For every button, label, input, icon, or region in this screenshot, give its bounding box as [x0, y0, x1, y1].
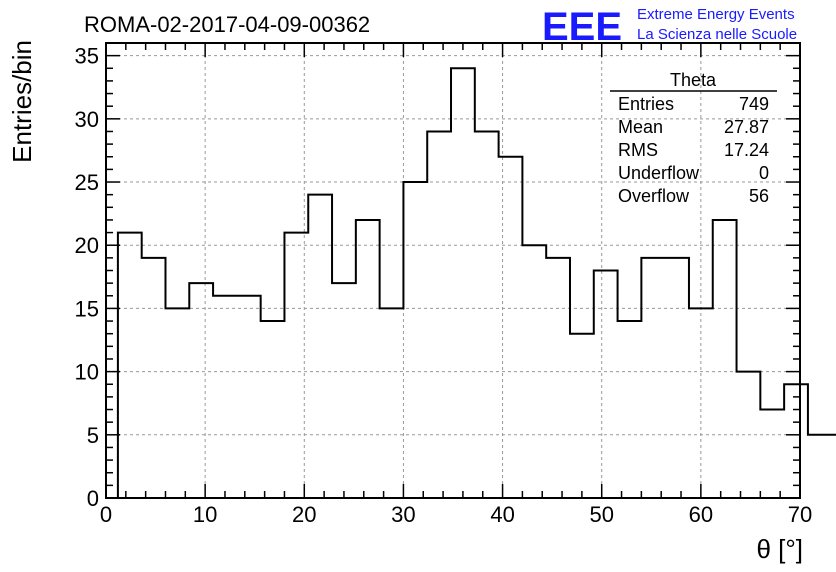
x-tick-label: 0 [100, 502, 112, 527]
logo-line-2: La Scienza nelle Scuole [637, 26, 797, 43]
histogram-bin [308, 195, 332, 498]
histogram-bin [594, 271, 618, 499]
histogram-bin [332, 283, 356, 498]
x-tick-label: 60 [689, 502, 713, 527]
logo-line-1: Extreme Energy Events [637, 6, 795, 23]
y-tick-label: 25 [75, 170, 99, 195]
x-tick-labels: 0 10 20 30 40 50 60 70 [100, 502, 812, 527]
histogram-bin [499, 157, 523, 498]
histogram-bin [213, 296, 237, 498]
histogram-bin [284, 233, 308, 498]
histogram-bin [760, 410, 784, 498]
y-tick-label: 35 [75, 44, 99, 69]
histogram-bin [142, 258, 166, 498]
y-tick-label: 10 [75, 360, 99, 385]
histogram-bin [237, 296, 261, 498]
histogram-bin [403, 182, 427, 498]
stats-label-underflow: Underflow [618, 163, 700, 183]
y-tick-labels: 0 5 10 15 20 25 30 35 [75, 44, 99, 511]
histogram-bin [380, 308, 404, 498]
histogram-bin [832, 435, 836, 498]
histogram-bin [808, 435, 832, 498]
x-tick-label: 40 [490, 502, 514, 527]
histogram-bin [665, 258, 689, 498]
x-tick-label: 10 [193, 502, 217, 527]
histogram-bin [427, 131, 451, 498]
histogram-bin [641, 258, 665, 498]
stats-value-underflow: 0 [759, 163, 769, 183]
stats-value-overflow: 56 [749, 186, 769, 206]
histogram-outline [116, 67, 836, 498]
run-id-title: ROMA-02-2017-04-09-00362 [84, 12, 370, 37]
logo-mark: EEE [542, 5, 622, 49]
y-tick-label: 30 [75, 107, 99, 132]
y-tick-label: 15 [75, 296, 99, 321]
histogram-bin [522, 245, 546, 498]
stats-label-entries: Entries [618, 94, 674, 114]
stats-label-mean: Mean [618, 117, 663, 137]
histogram-bin [570, 334, 594, 498]
histogram-bin [737, 372, 761, 498]
histogram-bin [713, 220, 737, 498]
stats-value-entries: 749 [739, 94, 769, 114]
histogram-bin [165, 308, 189, 498]
x-axis-label: θ [°] [756, 534, 803, 564]
plot-frame [105, 42, 801, 499]
stats-title: Theta [670, 70, 717, 90]
x-tick-label: 20 [292, 502, 316, 527]
y-axis-label: Entries/bin [7, 40, 37, 163]
y-tick-label: 20 [75, 233, 99, 258]
y-tick-label: 5 [87, 423, 99, 448]
stats-label-overflow: Overflow [618, 186, 690, 206]
histogram-bin [118, 233, 142, 498]
stats-value-mean: 27.87 [724, 117, 769, 137]
stats-label-rms: RMS [618, 140, 658, 160]
x-tick-label: 50 [589, 502, 613, 527]
eee-logo: EEE Extreme Energy Events La Scienza nel… [542, 5, 797, 49]
axis-ticks [105, 42, 801, 499]
x-tick-label: 70 [788, 502, 812, 527]
stats-box: Theta Entries 749 Mean 27.87 RMS 17.24 U… [610, 70, 777, 206]
histogram-bin [261, 321, 285, 498]
x-tick-label: 30 [391, 502, 415, 527]
histogram-bin [475, 131, 499, 498]
histogram-bin [546, 258, 570, 498]
y-tick-label: 0 [87, 486, 99, 511]
histogram-bin [784, 384, 808, 498]
histogram-bin [689, 308, 713, 498]
histogram-bin [356, 220, 380, 498]
stats-value-rms: 17.24 [724, 140, 769, 160]
histogram-bin [451, 68, 475, 498]
grid-lines [106, 43, 800, 498]
histogram-bin [189, 283, 213, 498]
histogram-bin [618, 321, 642, 498]
